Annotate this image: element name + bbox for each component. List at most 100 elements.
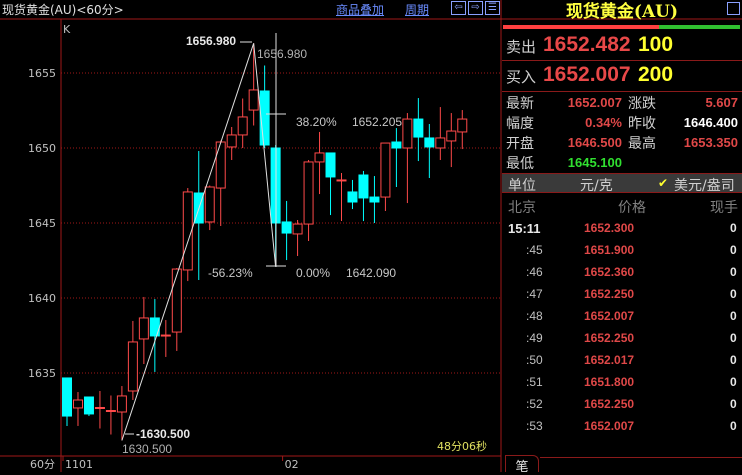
candle [314, 131, 325, 195]
check-icon: ✔ [658, 176, 669, 190]
tick-row: :45 1651.900 0 [502, 241, 742, 261]
candle-body [94, 407, 105, 409]
candle-body [413, 118, 424, 138]
stat-value: 5.607 [705, 95, 738, 110]
tick-volume: 0 [730, 243, 737, 257]
tick-row: 15:11 1652.300 0 [502, 219, 742, 239]
trend-line [121, 43, 255, 441]
candle [325, 152, 336, 216]
candle [424, 124, 435, 178]
layout-icon[interactable]: ☰ [485, 1, 500, 15]
candle-body [138, 317, 149, 340]
overlay-link[interactable]: 商品叠加 [336, 3, 385, 17]
candle [358, 170, 369, 222]
tick-row: :49 1652.250 0 [502, 329, 742, 349]
tick-price: 1652.300 [584, 221, 635, 235]
tick-volume: 0 [730, 265, 737, 279]
stat-label: 幅度 [506, 116, 534, 132]
candle [94, 391, 105, 429]
candle-body [105, 410, 116, 412]
tick-row: :50 1652.017 0 [502, 351, 742, 371]
candle [62, 377, 72, 426]
fib-neg-label: -56.23% [208, 266, 253, 280]
candle-body [457, 118, 468, 133]
tick-price: 1652.007 [584, 419, 635, 433]
tick-volume: 0 [730, 419, 737, 433]
candle-body [358, 174, 369, 199]
tick-time: :53 [526, 419, 543, 433]
ticks-header-volume: 现手 [710, 200, 738, 216]
candle [457, 110, 468, 150]
chart-title: 现货黄金(AU)<60分> [2, 3, 124, 17]
candle-body [446, 130, 457, 142]
unit-usd-option[interactable]: 美元/盎司 [674, 178, 735, 194]
high-value-label: 1656.980 [257, 47, 307, 61]
candle-body [204, 186, 215, 223]
unit-cny-option[interactable]: 元/克 [580, 178, 613, 194]
tab-bar-line [540, 457, 742, 458]
tab-ticks[interactable]: 笔 [505, 455, 539, 475]
tick-row: :46 1652.360 0 [502, 263, 742, 283]
tick-price: 1652.250 [584, 287, 635, 301]
candle [391, 128, 402, 187]
candle [72, 392, 83, 426]
tick-row: :48 1652.007 0 [502, 307, 742, 327]
maximize-icon[interactable] [727, 2, 740, 15]
sell-volume: 100 [638, 33, 674, 56]
fib-0-value: 1642.090 [346, 266, 396, 280]
tick-time: :46 [526, 265, 543, 279]
ratio-fill [503, 25, 660, 29]
y-tick-label: 1645 [28, 217, 56, 230]
sell-price: 1652.482 [543, 33, 631, 56]
unit-row: 单位 元/克 ✔ 美元/盎司 [502, 173, 742, 194]
candle-body [336, 179, 347, 182]
candle [248, 43, 259, 126]
low-marker-label: -1630.500 [136, 427, 190, 441]
left-arrow-icon[interactable]: ⇦ [451, 1, 466, 15]
tick-price: 1651.800 [584, 375, 635, 389]
tick-volume: 0 [730, 309, 737, 323]
tick-price: 1651.900 [584, 243, 635, 257]
low-value-label: 1630.500 [122, 442, 172, 456]
candle-body [281, 221, 292, 234]
stat-value: 1653.350 [683, 135, 738, 150]
candle [193, 151, 204, 280]
stat-value: 1645.100 [567, 155, 622, 170]
tick-row: :52 1652.250 0 [502, 395, 742, 415]
tick-price: 1652.250 [584, 397, 635, 411]
divider [502, 91, 742, 92]
candle [160, 320, 171, 357]
candle [138, 296, 149, 364]
stat-label: 最高 [628, 136, 656, 152]
candle [446, 113, 457, 168]
tick-time: :45 [526, 243, 543, 257]
tick-row: :47 1652.250 0 [502, 285, 742, 305]
tick-row: :53 1652.007 0 [502, 417, 742, 437]
candle-body [424, 137, 435, 148]
tick-time: :47 [526, 287, 543, 301]
candle [303, 160, 314, 241]
tick-volume: 0 [730, 353, 737, 367]
candle [83, 396, 94, 417]
tick-time: :51 [526, 375, 543, 389]
tick-volume: 0 [730, 331, 737, 345]
candle-body [237, 116, 248, 136]
y-tick-label: 1655 [28, 67, 56, 80]
period-link[interactable]: 周期 [405, 3, 430, 17]
tick-volume: 0 [730, 221, 737, 235]
sell-label: 卖出 [506, 38, 537, 56]
candle-body [226, 134, 237, 148]
candle-body [248, 89, 259, 111]
candle [292, 220, 303, 256]
candle-body [127, 341, 138, 392]
candle-body [215, 141, 226, 189]
stat-label: 涨跌 [628, 96, 656, 112]
candle-body [72, 399, 83, 409]
candle-body [380, 142, 391, 198]
right-arrow-icon[interactable]: ⇨ [468, 1, 483, 15]
candle [435, 107, 446, 160]
candle [413, 98, 424, 162]
tick-time: 15:11 [508, 221, 541, 236]
candle [369, 176, 380, 223]
